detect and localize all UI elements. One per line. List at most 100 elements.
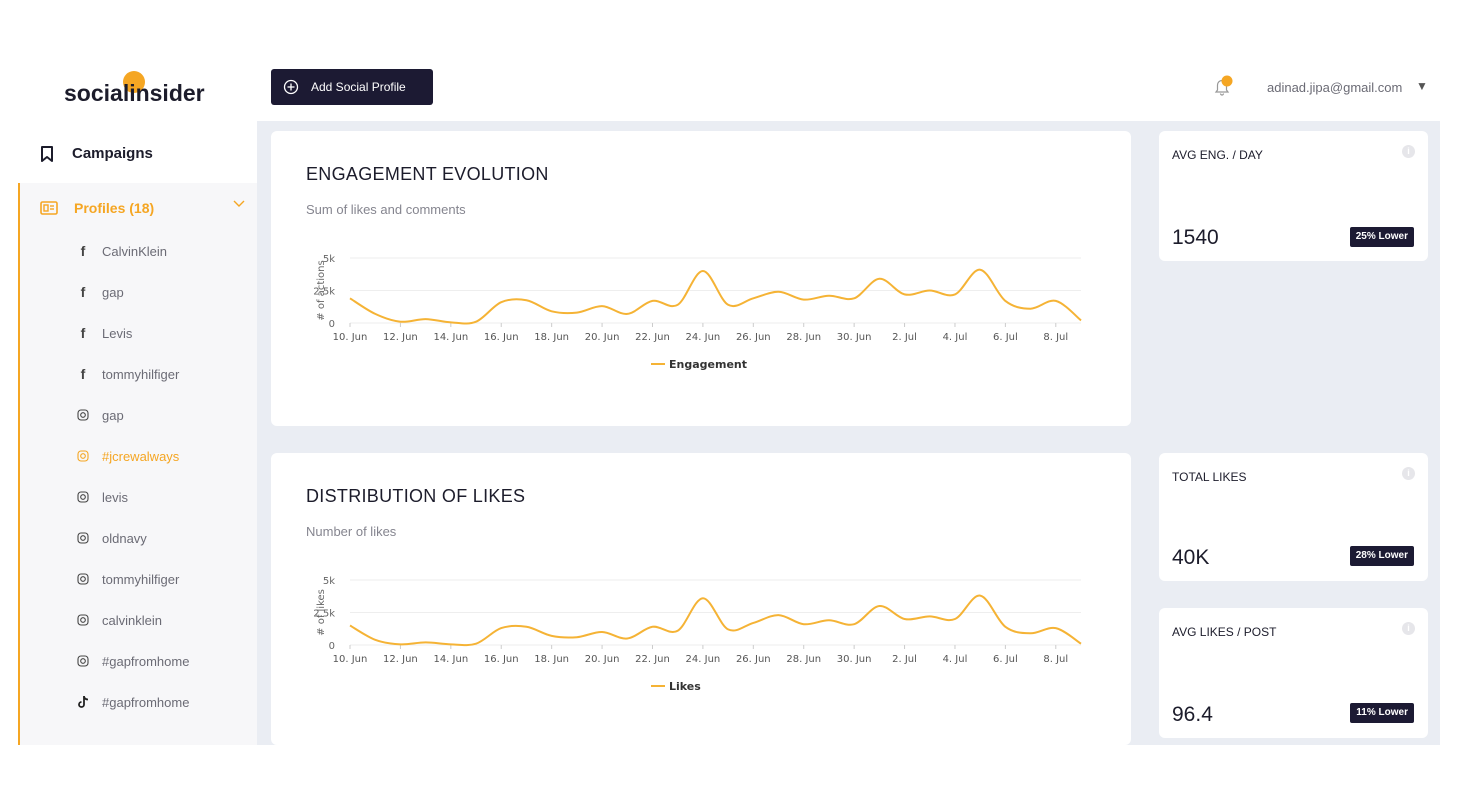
profile-item[interactable]: f CalvinKlein: [76, 241, 167, 261]
logo[interactable]: socialinsider: [64, 80, 205, 106]
data-point[interactable]: [925, 611, 935, 621]
add-social-profile-button[interactable]: Add Social Profile: [271, 69, 433, 105]
data-point[interactable]: [572, 308, 582, 318]
data-point[interactable]: [622, 634, 632, 644]
data-point[interactable]: [471, 639, 481, 649]
data-point[interactable]: [345, 621, 355, 631]
profile-name: tommyhilfiger: [102, 571, 180, 587]
data-point[interactable]: [748, 618, 758, 628]
data-point[interactable]: [874, 274, 884, 284]
likes-chart[interactable]: 5k 2.5k 0# of likes 10. Jun 12. Jun 14. Jun 16…: [271, 563, 1131, 703]
data-point[interactable]: [370, 309, 380, 319]
sidebar-item-label: Profiles (18): [74, 200, 155, 216]
data-point[interactable]: [1026, 304, 1036, 314]
user-menu-caret-icon[interactable]: ▼: [1416, 79, 1428, 93]
data-point[interactable]: [496, 297, 506, 307]
y-tick-label: 0: [329, 641, 335, 652]
info-icon[interactable]: i: [1402, 467, 1415, 480]
data-point[interactable]: [975, 265, 985, 275]
profile-item[interactable]: tommyhilfiger: [76, 569, 179, 589]
legend-label[interactable]: Likes: [669, 680, 701, 693]
profile-item[interactable]: gap: [76, 405, 124, 425]
data-point[interactable]: [748, 293, 758, 303]
profile-item[interactable]: oldnavy: [76, 528, 147, 548]
profile-item[interactable]: calvinklein: [76, 610, 162, 630]
sidebar-item-profiles[interactable]: Profiles (18): [40, 198, 245, 218]
legend-label[interactable]: Engagement: [669, 358, 747, 371]
x-tick-label: 26. Jun: [736, 654, 771, 665]
data-point[interactable]: [370, 635, 380, 645]
sidebar-item-campaigns[interactable]: Campaigns: [40, 145, 153, 162]
data-point[interactable]: [950, 289, 960, 299]
data-point[interactable]: [824, 615, 834, 625]
data-point[interactable]: [647, 622, 657, 632]
data-point[interactable]: [471, 317, 481, 327]
profile-item[interactable]: #gapfromhome: [76, 651, 189, 671]
profile-name: gap: [102, 407, 124, 423]
data-point[interactable]: [723, 300, 733, 310]
profile-item[interactable]: f gap: [76, 282, 124, 302]
data-point[interactable]: [975, 591, 985, 601]
data-point[interactable]: [421, 637, 431, 647]
data-point[interactable]: [673, 626, 683, 636]
bell-icon[interactable]: [1211, 75, 1235, 99]
data-point[interactable]: [1026, 628, 1036, 638]
data-point[interactable]: [849, 619, 859, 629]
chevron-down-icon[interactable]: [233, 200, 245, 208]
profile-item[interactable]: f Levis: [76, 323, 133, 343]
data-point[interactable]: [799, 295, 809, 305]
data-point[interactable]: [1076, 639, 1086, 649]
data-point[interactable]: [1000, 296, 1010, 306]
data-point[interactable]: [446, 317, 456, 327]
profile-item[interactable]: levis: [76, 487, 128, 507]
data-point[interactable]: [521, 622, 531, 632]
user-email[interactable]: adinad.jipa@gmail.com: [1267, 80, 1403, 95]
info-icon[interactable]: i: [1402, 622, 1415, 635]
engagement-chart[interactable]: 5k 2.5k 0# of actions 10. Jun 12. Jun 14. Jun…: [271, 241, 1131, 381]
data-point[interactable]: [925, 286, 935, 296]
profile-item[interactable]: #jcrewalways: [76, 446, 179, 466]
data-point[interactable]: [547, 631, 557, 641]
data-point[interactable]: [597, 627, 607, 637]
x-tick-label: 10. Jun: [333, 332, 368, 343]
data-point[interactable]: [849, 293, 859, 303]
data-point[interactable]: [698, 266, 708, 276]
data-point[interactable]: [1051, 623, 1061, 633]
data-point[interactable]: [1076, 315, 1086, 325]
data-point[interactable]: [597, 301, 607, 311]
data-point[interactable]: [900, 614, 910, 624]
data-point[interactable]: [698, 593, 708, 603]
instagram-icon: [76, 491, 90, 503]
data-point[interactable]: [824, 291, 834, 301]
data-point[interactable]: [774, 287, 784, 297]
data-point[interactable]: [395, 639, 405, 649]
info-icon[interactable]: i: [1402, 145, 1415, 158]
data-point[interactable]: [345, 293, 355, 303]
series-line: [349, 594, 1082, 647]
data-point[interactable]: [799, 619, 809, 629]
data-point[interactable]: [900, 289, 910, 299]
profile-card-icon: [40, 201, 58, 215]
y-tick-label: 5k: [323, 254, 335, 265]
data-point[interactable]: [496, 623, 506, 633]
data-point[interactable]: [647, 296, 657, 306]
data-point[interactable]: [395, 317, 405, 327]
data-point[interactable]: [572, 632, 582, 642]
data-point[interactable]: [673, 300, 683, 310]
data-point[interactable]: [622, 309, 632, 319]
data-point[interactable]: [1051, 296, 1061, 306]
instagram-icon: [76, 573, 90, 585]
data-point[interactable]: [547, 306, 557, 316]
data-point[interactable]: [446, 639, 456, 649]
data-point[interactable]: [874, 601, 884, 611]
x-tick-label: 24. Jun: [686, 332, 721, 343]
data-point[interactable]: [950, 614, 960, 624]
data-point[interactable]: [521, 295, 531, 305]
data-point[interactable]: [421, 314, 431, 324]
profile-item[interactable]: f tommyhilfiger: [76, 364, 180, 384]
stat-value: 1540: [1172, 226, 1219, 249]
profile-item[interactable]: #gapfromhome: [76, 692, 189, 712]
data-point[interactable]: [774, 610, 784, 620]
data-point[interactable]: [1000, 622, 1010, 632]
data-point[interactable]: [723, 624, 733, 634]
